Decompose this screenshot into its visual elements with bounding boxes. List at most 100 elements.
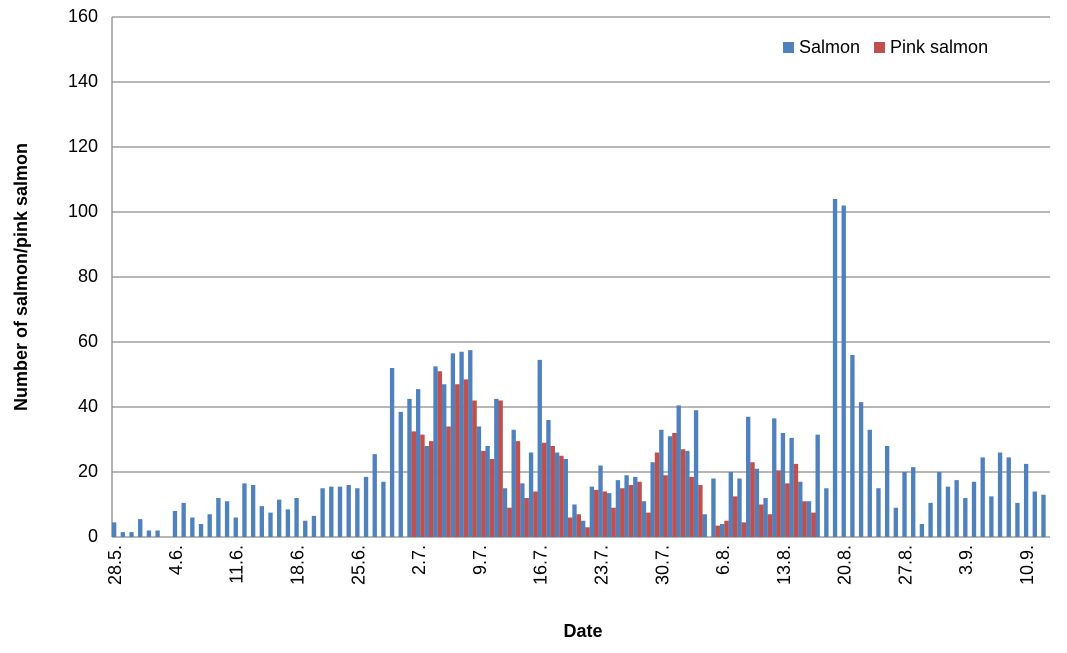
bar [511,429,516,537]
bar [442,384,447,537]
bar [711,478,716,537]
bar [971,481,977,537]
bar [129,532,134,537]
bar [798,481,803,537]
bar [737,478,742,537]
x-tick-label: 9.7. [470,545,490,575]
x-tick-label: 4.6. [166,545,186,575]
bar [494,398,499,537]
bar [841,205,846,537]
bar [876,488,881,537]
bar [945,486,951,537]
bar [572,504,577,537]
bar [615,480,621,537]
bar [155,530,160,537]
bar [576,514,581,537]
bar [541,442,547,537]
bar [520,483,525,537]
bar [954,480,959,537]
bar [554,452,560,537]
bar [398,411,403,537]
bar [911,467,916,537]
y-tick-label: 80 [78,266,98,286]
bar [437,371,443,537]
bar [389,368,395,537]
bar [633,476,638,537]
y-tick-label: 60 [78,331,98,351]
bar [411,431,416,537]
bar [311,515,317,537]
bar [637,481,642,537]
bar [120,532,126,537]
bar [420,434,425,537]
bar [928,502,933,537]
bar [277,499,282,537]
bar [624,475,629,537]
x-tick-label: 10.9. [1017,545,1037,585]
x-tick-label: 30.7. [652,545,672,585]
bar [667,436,673,537]
bar [515,441,521,537]
legend-label: Salmon [799,37,860,57]
bar [372,454,377,537]
bar [546,420,551,537]
bar [424,446,430,537]
bar [172,511,178,537]
x-tick-label: 16.7. [531,545,551,585]
bar [498,400,503,537]
bar [528,452,534,537]
bar [1015,502,1020,537]
bar [233,517,238,537]
bar [607,493,612,537]
bar [567,517,573,537]
x-tick-label: 20.8. [835,545,855,585]
bar [216,498,221,537]
bar [793,463,799,537]
bar [1041,494,1046,537]
bar [650,462,655,537]
bar [702,514,707,537]
x-axis-title: Date [563,621,602,641]
bar [207,514,212,537]
bar [481,450,486,537]
bar [719,524,725,537]
y-tick-label: 160 [68,6,98,26]
bar [559,455,564,537]
y-tick-label: 40 [78,396,98,416]
bar [963,498,968,537]
bar [685,450,690,537]
y-axis-title: Number of salmon/pink salmon [11,143,31,411]
bar [502,488,508,537]
bar [285,509,291,537]
bar [602,491,608,537]
bar [329,486,334,537]
y-tick-label: 120 [68,136,98,156]
bar [806,501,812,537]
bar [884,446,890,537]
bar [728,472,733,537]
bar [381,481,386,537]
bar [146,530,152,537]
y-tick-label: 100 [68,201,98,221]
bar [815,434,820,537]
bar [355,488,360,537]
bar [468,350,473,537]
x-tick-label: 18.6. [287,545,307,585]
bar [659,429,664,537]
x-tick-label: 28.5. [105,545,125,585]
bar [824,488,829,537]
bar [476,426,482,537]
bar [1023,463,1029,537]
bar [485,446,490,537]
legend-swatch [783,42,794,53]
bar [767,514,773,537]
bar [337,486,343,537]
bar [989,496,994,537]
legend-swatch [874,42,886,53]
bar [472,400,477,537]
bar [689,476,694,537]
bar [715,525,720,537]
x-tick-label: 3.9. [956,545,976,575]
bar [415,389,421,537]
